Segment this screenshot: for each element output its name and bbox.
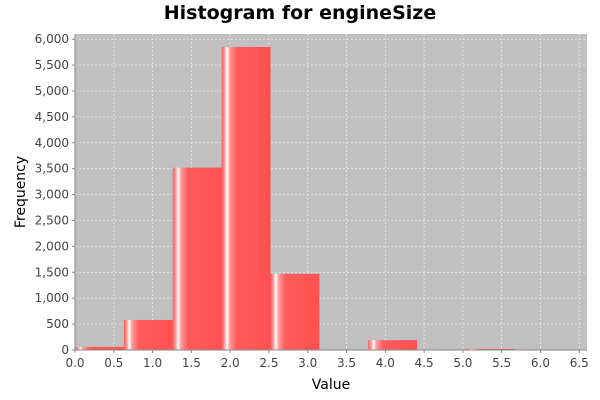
y-tick-label: 2,500 [35,213,69,227]
histogram-bar [368,340,418,350]
x-tick-label: 6.0 [531,356,550,370]
x-axis-label: Value [312,377,350,393]
y-axis-label: Frequency [13,156,29,228]
x-ticks: 0.0 0.5 1.0 1.5 2.0 2.5 3.0 3.5 4.0 4.5 5.0 5.5 6.0 6… [65,350,589,370]
bars [75,46,515,351]
x-tick-label: 6.5 [570,356,589,370]
y-tick-label: 6,000 [35,32,69,46]
x-tick-label: 3.0 [298,356,317,370]
x-tick-label: 5.5 [492,356,511,370]
histogram-bar [221,46,271,351]
x-tick-label: 2.0 [221,356,240,370]
y-tick-label: 3,500 [35,162,69,176]
y-tick-label: 500 [46,317,69,331]
histogram-bar [172,167,222,350]
histogram-bar [465,348,515,350]
x-tick-label: 0.5 [104,356,123,370]
x-tick-label: 4.5 [415,356,434,370]
x-tick-label: 5.0 [453,356,472,370]
y-tick-label: 4,000 [35,136,69,150]
y-tick-label: 5,500 [35,58,69,72]
x-tick-label: 3.5 [337,356,356,370]
y-ticks: 0 500 1,000 1,500 2,000 2,500 3,000 3,500 4,000 4… [35,32,75,357]
y-tick-label: 2,000 [35,239,69,253]
y-tick-label: 3,000 [35,188,69,202]
y-tick-label: 5,000 [35,84,69,98]
x-tick-label: 4.0 [376,356,395,370]
x-tick-label: 1.5 [182,356,201,370]
histogram-bar [270,273,320,350]
y-tick-label: 1,500 [35,265,69,279]
x-tick-label: 1.0 [143,356,162,370]
histogram-bar [75,346,124,350]
histogram-bar [123,319,173,350]
chart-title: Histogram for engineSize [163,2,437,24]
x-tick-label: 0.0 [65,356,84,370]
y-tick-label: 1,000 [35,291,69,305]
x-tick-label: 2.5 [259,356,278,370]
y-tick-label: 4,500 [35,110,69,124]
plot-area [75,34,587,350]
y-tick-label: 0 [61,343,69,357]
